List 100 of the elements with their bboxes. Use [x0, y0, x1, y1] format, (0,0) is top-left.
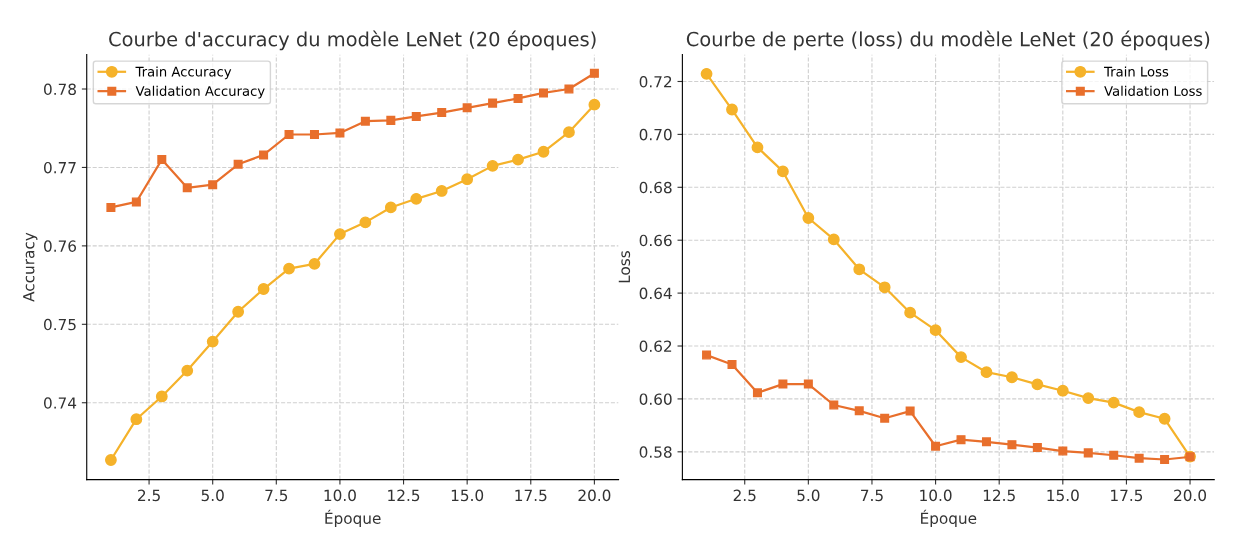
y-tick-label: 0.62	[639, 340, 672, 353]
point	[233, 159, 243, 169]
point	[360, 116, 370, 126]
x-tick-label: 5.0	[797, 489, 820, 502]
y-tick-label: 0.76	[44, 240, 77, 252]
y-tick-label: 0.77	[44, 161, 76, 174]
point	[537, 145, 550, 158]
point	[488, 98, 498, 108]
point	[181, 364, 194, 377]
point	[564, 84, 574, 94]
point	[1109, 450, 1119, 460]
point	[802, 212, 815, 224]
point	[1083, 448, 1093, 458]
y-tick-label: 0.58	[639, 446, 672, 458]
point	[981, 437, 991, 447]
point	[435, 185, 448, 197]
x-tick-label: 12.5	[983, 489, 1015, 502]
point	[359, 216, 372, 229]
y-tick-label: 0.66	[639, 234, 672, 247]
point	[486, 159, 499, 172]
point	[182, 183, 192, 193]
point	[386, 115, 396, 125]
point	[335, 128, 345, 138]
y-tick-label: 0.74	[44, 397, 77, 409]
point	[437, 108, 447, 118]
point	[702, 350, 712, 360]
point	[880, 413, 890, 423]
point	[854, 406, 864, 416]
point	[904, 306, 917, 319]
point	[411, 111, 421, 121]
point	[1107, 396, 1120, 409]
y-tick-label: 0.70	[639, 128, 672, 141]
point	[956, 435, 966, 445]
point	[563, 126, 575, 139]
y-tick-label: 0.78	[44, 83, 76, 96]
point	[131, 197, 141, 207]
point	[751, 141, 764, 154]
x-tick-label: 7.5	[265, 489, 288, 502]
chart-title: Courbe de perte (loss) du modèle LeNet (20 époques)	[686, 30, 1210, 51]
point	[206, 335, 219, 348]
point	[1160, 454, 1170, 465]
x-tick-label: 15.0	[1047, 489, 1079, 502]
point	[130, 413, 143, 426]
point	[853, 263, 866, 276]
point	[334, 228, 346, 241]
x-tick-label: 20.0	[578, 489, 611, 502]
point	[106, 202, 116, 212]
point	[257, 283, 270, 295]
point	[829, 400, 839, 410]
legend-label: Validation Accuracy	[135, 85, 265, 99]
y-tick-label: 0.68	[639, 181, 672, 194]
point	[827, 233, 840, 246]
point	[776, 165, 789, 178]
point	[1056, 384, 1069, 397]
point	[1134, 453, 1144, 463]
point	[589, 68, 599, 78]
legend-label: Train Loss	[1104, 66, 1169, 77]
y-axis-title: Loss	[618, 251, 631, 283]
chart-title: Courbe d'accuracy du modèle LeNet (20 époques)	[109, 30, 596, 51]
point	[1133, 406, 1146, 419]
point	[1158, 412, 1171, 425]
point	[309, 129, 319, 140]
point	[1006, 371, 1018, 384]
y-tick-label: 0.64	[639, 287, 672, 300]
point	[752, 388, 762, 398]
x-tick-label: 10.0	[920, 489, 952, 502]
y-axis-title: Accuracy	[23, 232, 38, 302]
point	[259, 150, 269, 160]
x-tick-label: 20.0	[1174, 489, 1207, 502]
x-tick-label: 10.0	[324, 489, 356, 502]
point	[157, 155, 167, 165]
point	[384, 201, 397, 214]
point	[308, 258, 321, 270]
x-tick-label: 5.0	[201, 489, 224, 502]
point	[1058, 446, 1068, 456]
x-tick-label: 2.5	[138, 489, 160, 502]
x-tick-label: 17.5	[515, 489, 547, 502]
x-tick-label: 15.0	[451, 489, 484, 502]
point	[931, 441, 941, 451]
x-tick-label: 7.5	[861, 489, 883, 502]
point	[905, 406, 915, 416]
point	[980, 366, 993, 379]
y-tick-label: 0.72	[639, 75, 672, 88]
x-axis-title: Époque	[921, 509, 977, 527]
legend-label: Validation Loss	[1104, 85, 1202, 96]
point	[727, 360, 737, 370]
point	[283, 262, 295, 275]
point	[803, 379, 813, 389]
point	[208, 180, 218, 190]
point	[512, 153, 524, 166]
x-tick-label: 2.5	[733, 489, 756, 502]
point	[105, 454, 117, 466]
point	[462, 103, 472, 113]
point	[232, 305, 245, 318]
point	[878, 281, 891, 294]
point	[538, 88, 549, 98]
point	[955, 351, 967, 364]
point	[1031, 378, 1044, 391]
point	[588, 98, 601, 111]
x-axis-title: Époque	[325, 509, 381, 527]
